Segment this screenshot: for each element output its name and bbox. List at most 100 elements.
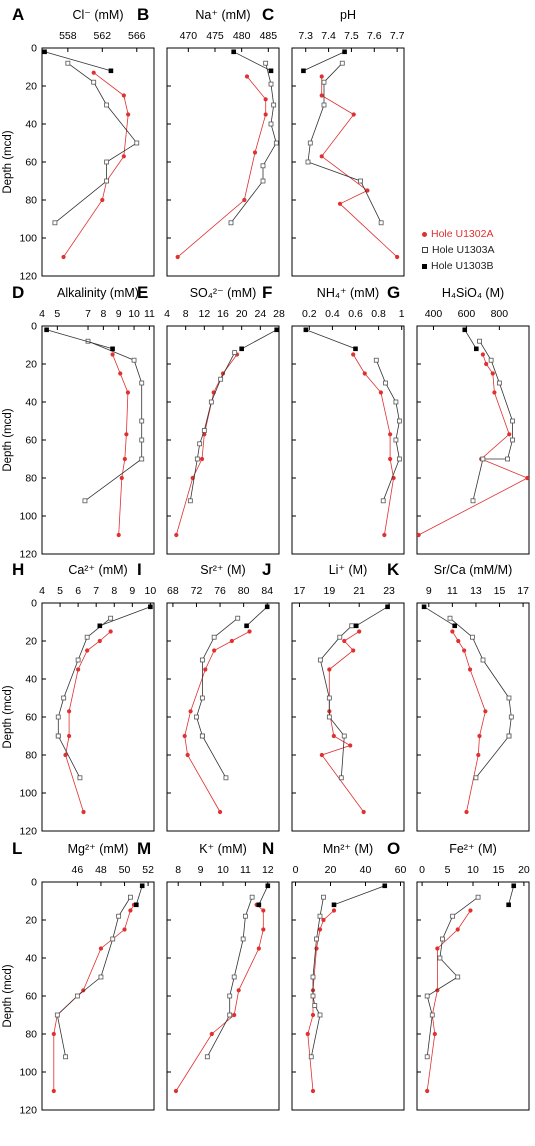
panel-letter: K bbox=[387, 560, 400, 579]
data-point bbox=[321, 894, 326, 900]
data-point bbox=[437, 955, 443, 961]
x-tick-label: 10 bbox=[217, 864, 229, 876]
data-point bbox=[467, 667, 473, 672]
y-axis-label: Depth (mcd) bbox=[2, 685, 14, 748]
data-point bbox=[125, 390, 131, 395]
x-tick-label: 7.4 bbox=[321, 30, 336, 42]
x-tick-label: 72 bbox=[191, 585, 203, 597]
data-point bbox=[52, 220, 58, 226]
series-line bbox=[175, 354, 238, 536]
data-point bbox=[265, 883, 271, 889]
data-point bbox=[468, 908, 473, 913]
data-point bbox=[228, 220, 234, 226]
series-line bbox=[303, 51, 345, 72]
data-point bbox=[91, 70, 96, 75]
x-tick-label: 6 bbox=[75, 585, 81, 597]
data-point bbox=[75, 657, 81, 663]
legend-item-u1303a: Hole U1303A bbox=[422, 242, 532, 258]
series-line bbox=[307, 62, 382, 223]
x-tick-label: 11 bbox=[240, 864, 251, 876]
x-tick-label: 80 bbox=[238, 585, 250, 597]
data-point bbox=[204, 1054, 210, 1060]
y-tick-label: 100 bbox=[19, 233, 37, 245]
series-hole-u1302a bbox=[425, 908, 473, 1094]
data-point bbox=[326, 695, 332, 701]
data-point bbox=[341, 733, 347, 739]
panel-letter: A bbox=[12, 5, 24, 24]
data-point bbox=[148, 604, 153, 610]
series-line bbox=[56, 896, 131, 1057]
y-tick-label: 60 bbox=[25, 712, 37, 724]
data-point bbox=[116, 532, 121, 538]
data-point bbox=[263, 97, 268, 102]
data-point bbox=[187, 498, 193, 504]
series-line bbox=[319, 625, 352, 778]
y-axis-label: Depth (mcd) bbox=[2, 408, 14, 471]
data-point bbox=[395, 254, 400, 260]
data-point bbox=[462, 648, 467, 653]
data-point bbox=[480, 456, 486, 462]
data-point bbox=[310, 1012, 316, 1018]
series-line bbox=[258, 885, 269, 905]
data-point bbox=[342, 49, 347, 55]
x-tick-label: 8 bbox=[175, 864, 181, 876]
x-tick-label: 0.6 bbox=[348, 308, 363, 320]
data-point bbox=[185, 752, 190, 758]
series-hole-u1302a bbox=[305, 908, 337, 1094]
data-point bbox=[104, 159, 110, 165]
data-point bbox=[232, 350, 238, 356]
data-point bbox=[358, 178, 363, 184]
y-tick-label: 0 bbox=[31, 321, 37, 333]
panel-letter: O bbox=[387, 839, 400, 858]
plot-frame bbox=[41, 325, 155, 555]
x-tick-label: 485 bbox=[260, 30, 278, 42]
series-line bbox=[177, 76, 267, 258]
data-point bbox=[139, 437, 145, 443]
data-point bbox=[339, 60, 345, 66]
x-tick-label: 5 bbox=[54, 308, 60, 320]
data-point bbox=[378, 220, 384, 226]
data-point bbox=[174, 532, 179, 538]
x-tick-label: 68 bbox=[167, 585, 179, 597]
y-tick-label: 20 bbox=[25, 81, 37, 93]
legend-marker-dot bbox=[422, 231, 427, 237]
plot-frame bbox=[291, 881, 405, 1111]
data-point bbox=[197, 441, 203, 447]
panel-d: D Alkalinity (mM) 4 5 7 8 9 10 11 0 20 40 60 80 100 120… bbox=[2, 283, 155, 561]
data-point bbox=[199, 733, 205, 739]
panel-title: Sr/Ca (mM/M) bbox=[434, 563, 512, 577]
series-line bbox=[355, 606, 388, 627]
panel-title: Na⁺ (mM) bbox=[195, 8, 250, 22]
series-hole-u1303b bbox=[353, 604, 390, 629]
x-tick-label: 5 bbox=[57, 585, 63, 597]
data-point bbox=[393, 399, 399, 405]
data-point bbox=[212, 648, 217, 653]
data-point bbox=[42, 49, 47, 55]
series-line bbox=[233, 51, 272, 72]
data-point bbox=[227, 993, 233, 999]
data-point bbox=[417, 532, 421, 538]
data-point bbox=[66, 709, 72, 714]
data-point bbox=[223, 775, 229, 781]
data-point bbox=[65, 60, 71, 66]
y-tick-label: 40 bbox=[25, 397, 37, 409]
legend: Hole U1302A Hole U1303A Hole U1303B bbox=[422, 226, 532, 274]
series-hole-u1303a bbox=[82, 338, 145, 504]
x-tick-label: 13 bbox=[470, 585, 482, 597]
data-point bbox=[331, 902, 337, 908]
x-tick-label: 0.4 bbox=[325, 308, 340, 320]
data-point bbox=[244, 623, 249, 629]
data-point bbox=[353, 346, 358, 352]
x-tick-label: 10 bbox=[467, 864, 479, 876]
y-tick-label: 80 bbox=[25, 195, 37, 207]
panel-letter: F bbox=[262, 283, 272, 302]
x-tick-label: 21 bbox=[353, 585, 365, 597]
x-tick-label: 480 bbox=[233, 30, 251, 42]
y-tick-label: 120 bbox=[19, 826, 37, 838]
panel-title: Alkalinity (mM) bbox=[57, 286, 139, 300]
x-tick-label: 15 bbox=[493, 864, 505, 876]
series-hole-u1302a bbox=[61, 70, 131, 260]
data-point bbox=[131, 357, 137, 363]
y-tick-label: 120 bbox=[19, 271, 37, 283]
